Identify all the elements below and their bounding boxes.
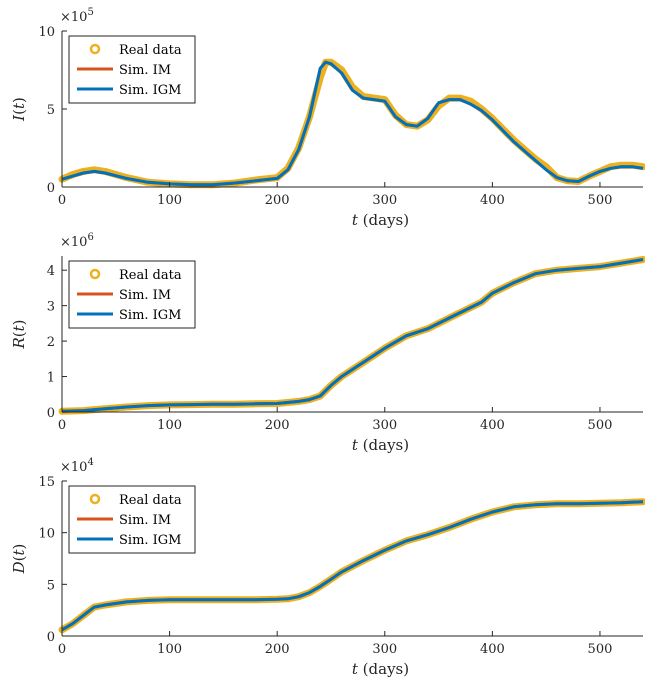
legend-label: Sim. IM <box>119 63 171 78</box>
y-axis-label: I(t) <box>10 97 28 122</box>
x-tick-label: 400 <box>480 418 505 433</box>
y-tick-label: 5 <box>47 578 55 593</box>
y-tick-label: 0 <box>47 630 55 645</box>
x-tick-label: 400 <box>480 642 505 657</box>
x-axis-label: t (days) <box>352 211 409 229</box>
chart-panel-1: 0 100 200 300 400 500 0 5 10 ×105 I(t) t (days) Real… <box>10 7 645 229</box>
chart-panel-2: 0 100 200 300 400 500 0 1 2 3 4 ×106 R(t) t (days) Rea… <box>10 232 645 454</box>
x-tick-label: 500 <box>588 193 613 208</box>
y-tick-label: 0 <box>47 406 55 421</box>
sim-igm-line <box>61 500 644 632</box>
x-tick-label: 400 <box>480 193 505 208</box>
x-tick-label: 200 <box>265 642 290 657</box>
y-tick-label: 5 <box>47 103 55 118</box>
y-exponent-label: ×105 <box>60 7 94 25</box>
y-tick-label: 3 <box>47 300 55 315</box>
x-tick-label: 200 <box>265 418 290 433</box>
legend-label: Sim. IGM <box>119 83 182 98</box>
legend-label: Real data <box>119 43 182 58</box>
x-tick-label: 0 <box>58 193 66 208</box>
y-tick-label: 10 <box>38 527 55 542</box>
y-exponent-label: ×104 <box>60 457 94 475</box>
x-tick-label: 0 <box>58 418 66 433</box>
chart-panel-3: 0 100 200 300 400 500 0 5 10 15 ×104 D(t) t (days) Re… <box>10 457 645 678</box>
legend-label: Real data <box>119 493 182 508</box>
y-tick-label: 2 <box>47 335 55 350</box>
y-tick-label: 10 <box>38 25 55 40</box>
x-tick-label: 100 <box>157 418 182 433</box>
x-tick-label: 500 <box>588 642 613 657</box>
legend-label: Sim. IM <box>119 513 171 528</box>
sim-igm-line <box>61 258 644 413</box>
x-tick-label: 300 <box>372 193 397 208</box>
y-tick-label: 1 <box>47 371 55 386</box>
legend-label: Sim. IGM <box>119 533 182 548</box>
x-tick-label: 300 <box>372 642 397 657</box>
x-tick-label: 0 <box>58 642 66 657</box>
y-tick-label: 0 <box>47 181 55 196</box>
legend-marker-real-data <box>89 43 101 55</box>
y-tick-label: 4 <box>47 264 55 279</box>
y-axis-label: D(t) <box>10 544 28 575</box>
x-tick-label: 300 <box>372 418 397 433</box>
legend-label: Real data <box>119 268 182 283</box>
y-exponent-label: ×106 <box>60 232 94 250</box>
legend: Real data Sim. IM Sim. IGM <box>68 35 196 104</box>
y-axis-label: R(t) <box>10 319 28 349</box>
sim-igm-line <box>61 60 644 187</box>
legend-marker-real-data <box>89 493 101 505</box>
x-tick-label: 500 <box>588 418 613 433</box>
legend-marker-real-data <box>89 268 101 280</box>
legend: Real data Sim. IM Sim. IGM <box>68 485 196 554</box>
x-tick-label: 200 <box>265 193 290 208</box>
legend-label: Sim. IGM <box>119 308 182 323</box>
y-tick-label: 15 <box>38 475 55 490</box>
x-tick-label: 100 <box>157 193 182 208</box>
legend: Real data Sim. IM Sim. IGM <box>68 260 196 329</box>
legend-label: Sim. IM <box>119 288 171 303</box>
x-tick-label: 100 <box>157 642 182 657</box>
x-axis-label: t (days) <box>352 436 409 454</box>
x-axis-label: t (days) <box>352 660 409 678</box>
